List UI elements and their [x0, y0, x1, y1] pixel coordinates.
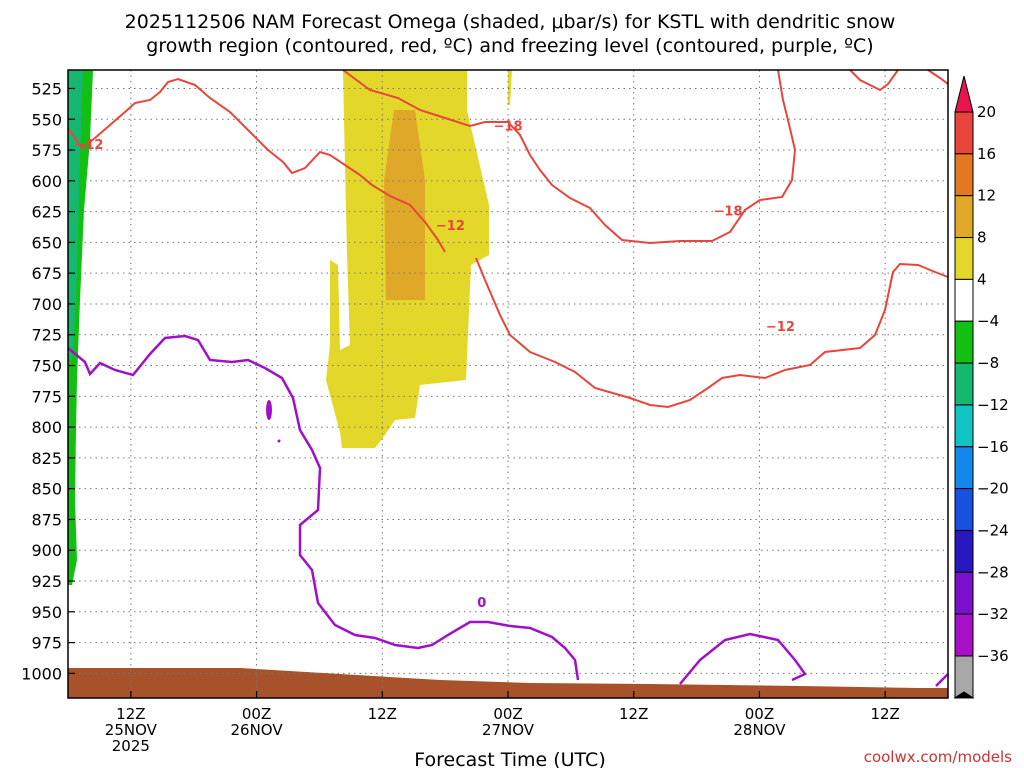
- colorbar: 20 16 12 8 4 −4 −8 −12 −16 −20 −24 −28 −32 −36: [953, 75, 1009, 699]
- y-tick-label: 900: [31, 541, 62, 560]
- x-tick-label: 12Z: [368, 705, 397, 723]
- x-tick-label: 27NOV: [482, 721, 535, 739]
- chart-title-line2: growth region (contoured, red, ºC) and f…: [146, 35, 873, 57]
- x-tick-label: 26NOV: [231, 721, 284, 739]
- freezing-level-contour-2: [679, 632, 807, 685]
- y-tick-label: 775: [31, 387, 62, 406]
- colorbar-segment: [954, 111, 974, 155]
- y-tick-label: 700: [31, 295, 62, 314]
- contour-neg18: [342, 69, 797, 245]
- colorbar-label: 12: [977, 187, 996, 205]
- colorbar-segment: [954, 278, 974, 322]
- x-tick-label: 00Z: [745, 705, 774, 723]
- x-tick-label: 12Z: [116, 705, 145, 723]
- colorbar-segment: [954, 404, 974, 448]
- colorbar-label: −12: [977, 396, 1009, 414]
- colorbar-label: 20: [977, 103, 996, 121]
- colorbar-bottom-arrow: [953, 691, 975, 699]
- y-tick-label: 825: [31, 449, 62, 468]
- terrain-surface: [68, 668, 948, 698]
- y-tick-label: 975: [31, 634, 62, 653]
- colorbar-segment: [954, 320, 974, 364]
- colorbar-label: −36: [977, 647, 1009, 665]
- colorbar-label: −28: [977, 563, 1009, 581]
- contour-neg18-right: [849, 69, 899, 92]
- x-tick-label: 12Z: [870, 705, 899, 723]
- omega-shade-4b: [508, 70, 512, 105]
- colorbar-segment: [954, 488, 974, 531]
- colorbar-segment: [954, 237, 974, 280]
- x-axis-title: Forecast Time (UTC): [414, 749, 605, 768]
- y-tick-label: 575: [31, 141, 62, 160]
- colorbar-label: −32: [977, 605, 1009, 623]
- y-tick-label: 625: [31, 203, 62, 222]
- contour-label: −12: [436, 219, 465, 234]
- x-tick-label: 12Z: [619, 705, 648, 723]
- colorbar-segment: [954, 613, 974, 657]
- freezing-level-dot: [277, 439, 281, 443]
- contour-neg12-lower: [475, 257, 949, 409]
- colorbar-segment: [954, 529, 974, 573]
- contour-neg12-upper: [67, 77, 446, 253]
- y-tick-label: 675: [31, 264, 62, 283]
- colorbar-segment: [954, 446, 974, 490]
- contour-label: −12: [766, 320, 795, 335]
- colorbar-label: −20: [977, 480, 1009, 498]
- colorbar-label: 8: [977, 229, 987, 247]
- y-tick-label: 1000: [21, 664, 62, 683]
- colorbar-segment: [954, 195, 974, 239]
- contour-label: −12: [74, 138, 103, 153]
- colorbar-label: −8: [977, 354, 999, 372]
- y-tick-label: 600: [31, 172, 62, 191]
- y-tick-label: 725: [31, 326, 62, 345]
- contour-label: −18: [494, 119, 523, 134]
- chart-title-line1: 2025112506 NAM Forecast Omega (shaded, μ…: [125, 11, 896, 33]
- x-tick-label: 28NOV: [733, 721, 786, 739]
- contour-label: −18: [714, 204, 743, 219]
- colorbar-label: 16: [977, 145, 996, 163]
- y-tick-label: 750: [31, 357, 62, 376]
- y-tick-label: 525: [31, 79, 62, 98]
- freezing-level-contour: [67, 334, 580, 681]
- x-tick-label: 2025: [112, 737, 150, 755]
- y-tick-label: 650: [31, 233, 62, 252]
- colorbar-segment: [954, 571, 974, 615]
- freezing-level-blob: [266, 400, 272, 420]
- colorbar-top-arrow: [954, 75, 974, 113]
- y-tick-label: 800: [31, 418, 62, 437]
- colorbar-segment: [954, 153, 974, 197]
- colorbar-label: −4: [977, 312, 999, 330]
- y-tick-label: 875: [31, 510, 62, 529]
- y-tick-label: 550: [31, 110, 62, 129]
- contour-labels: −12 −18 −12 −18 −12 0: [74, 119, 795, 611]
- y-tick-label: 925: [31, 572, 62, 591]
- y-axis: 525 550 575 600 625 650 675 700 725 750 775 800 825 8…: [21, 79, 75, 683]
- colorbar-label: 4: [977, 270, 987, 288]
- colorbar-segment: [954, 362, 974, 406]
- contour-right-edge: [927, 69, 949, 85]
- y-tick-label: 950: [31, 603, 62, 622]
- freezing-level-contour-3: [935, 673, 949, 687]
- colorbar-label: −24: [977, 521, 1009, 539]
- x-tick-label: 00Z: [242, 705, 271, 723]
- y-tick-label: 850: [31, 480, 62, 499]
- colorbar-label: −16: [977, 438, 1009, 456]
- plot-area: −12 −18 −12 −18 −12 0: [67, 69, 949, 699]
- x-tick-label: 25NOV: [105, 721, 158, 739]
- contour-label: 0: [477, 596, 486, 611]
- watermark: coolwx.com/models: [864, 748, 1012, 766]
- omega-shade-8: [384, 110, 425, 300]
- x-tick-label: 00Z: [493, 705, 522, 723]
- grid: [68, 70, 948, 698]
